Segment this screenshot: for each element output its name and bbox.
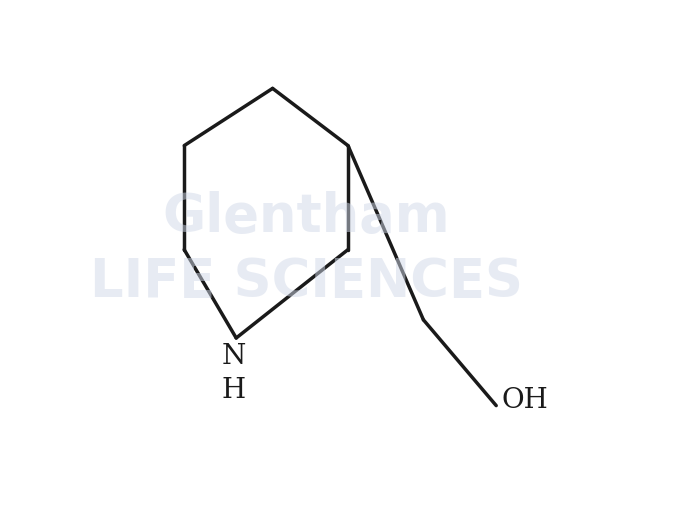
Text: H: H bbox=[221, 377, 246, 404]
Text: OH: OH bbox=[501, 387, 548, 414]
Text: Glentham
LIFE SCIENCES: Glentham LIFE SCIENCES bbox=[90, 191, 523, 308]
Text: N: N bbox=[221, 343, 246, 370]
